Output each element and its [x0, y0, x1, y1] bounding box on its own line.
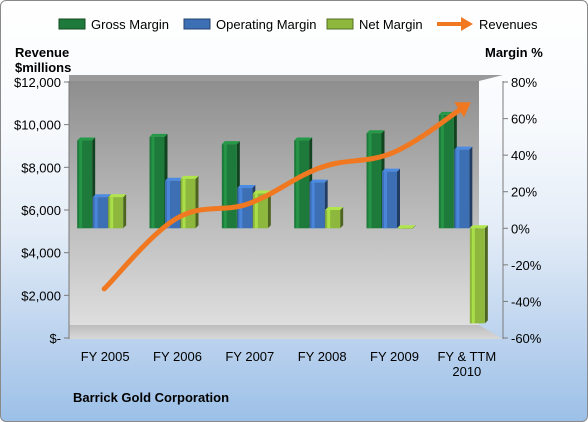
legend-item-revenues: Revenues [437, 17, 538, 32]
revenue-line-layer [101, 102, 471, 292]
right-tick-label: -20% [511, 258, 542, 273]
operating-margin-bar [309, 179, 328, 229]
net-margin-bar [397, 225, 416, 229]
category-label: FY 2009 [370, 349, 419, 364]
legend: Gross Margin Operating Margin Net Margin Re… [58, 17, 538, 32]
plot-back-wall [69, 81, 479, 325]
category-label: FY & TTM 2010 [437, 349, 496, 379]
left-tick-label: $- [49, 331, 61, 346]
legend-swatch [183, 18, 211, 30]
revenues-line [101, 102, 469, 292]
right-tick-label: 60% [511, 112, 537, 127]
legend-label: Net Margin [359, 17, 423, 32]
plot-floor [69, 325, 503, 339]
right-tick-label: 20% [511, 185, 537, 200]
legend-label: Gross Margin [91, 17, 169, 32]
gross-margin-bar [77, 137, 96, 229]
gross-margin-bar [149, 133, 168, 229]
left-tick-label: $8,000 [21, 160, 61, 175]
gross-margin-bar [221, 141, 240, 229]
left-axis-title-line2: $millions [15, 60, 71, 75]
left-tick-label: $4,000 [21, 246, 61, 261]
category-label: FY 2007 [225, 349, 274, 364]
gross-margin-bar [438, 111, 457, 229]
category-label: FY 2005 [81, 349, 130, 364]
plot-top-wall [69, 75, 503, 81]
legend-swatch [58, 18, 86, 30]
category-label: FY 2008 [298, 349, 347, 364]
net-margin-bar [469, 225, 488, 324]
right-axis-ticks: -60% -40% -20% 0% 20% 40% 60% 80% [503, 75, 542, 346]
left-tick-label: $2,000 [21, 288, 61, 303]
right-tick-label: -60% [511, 331, 542, 346]
left-tick-label: $10,000 [14, 118, 61, 133]
legend-item-operating-margin: Operating Margin [183, 17, 316, 32]
net-margin-bar [180, 175, 199, 229]
operating-margin-bar [92, 194, 111, 229]
bars [77, 111, 488, 324]
net-margin-bar [108, 194, 127, 229]
revenues-arrowhead [454, 102, 471, 118]
legend-label: Revenues [479, 17, 538, 32]
chart-title: Barrick Gold Corporation [73, 390, 229, 405]
operating-margin-bar [382, 168, 400, 229]
operating-margin-bar [454, 146, 473, 229]
left-tick-label: $12,000 [14, 75, 61, 90]
right-tick-label: 80% [511, 75, 537, 90]
category-label: FY 2006 [153, 349, 202, 364]
left-axis-title-line1: Revenue [15, 45, 69, 60]
left-tick-label: $6,000 [21, 203, 61, 218]
right-axis-title: Margin % [485, 45, 543, 60]
legend-item-net-margin: Net Margin [326, 17, 423, 32]
right-tick-label: 0% [511, 221, 530, 236]
gross-margin-bar [294, 137, 313, 229]
legend-label: Operating Margin [216, 17, 316, 32]
left-axis-ticks: $- $2,000 $4,000 $6,000 $8,000 $10,000 $12,000 [14, 75, 69, 346]
category-labels: FY 2005 FY 2006 FY 2007 FY 2008 FY 2009 FY & … [81, 349, 497, 379]
gross-margin-bar [366, 130, 385, 229]
right-tick-label: 40% [511, 148, 537, 163]
right-tick-label: -40% [511, 294, 542, 309]
legend-swatch [326, 18, 354, 30]
net-margin-bar [325, 207, 344, 229]
legend-item-gross-margin: Gross Margin [58, 17, 169, 32]
